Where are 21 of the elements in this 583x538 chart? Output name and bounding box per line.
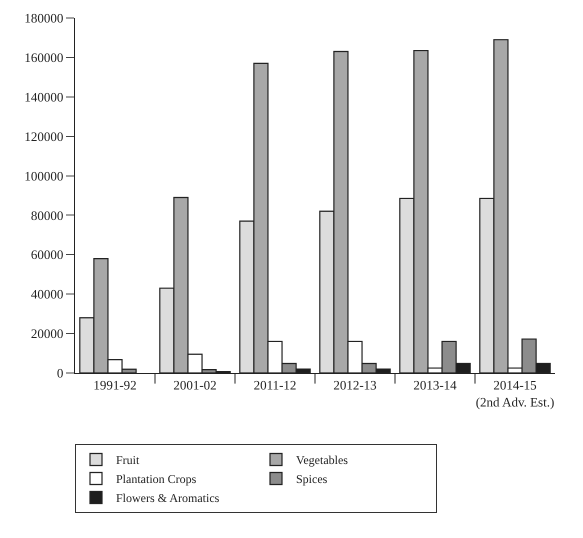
legend-label: Fruit — [116, 453, 140, 468]
y-tick-label: 20000 — [30, 326, 64, 342]
y-tick-label: 140000 — [24, 89, 64, 104]
x-tick-label: 2012-13 — [333, 378, 377, 393]
x-tick-label: 1991-92 — [93, 378, 137, 393]
x-tick-label: 2001-02 — [173, 378, 217, 393]
y-tick-label: 100000 — [24, 168, 64, 184]
x-tick-label: 2011-12 — [254, 378, 296, 393]
x-tick-label: 2013-14 — [413, 378, 458, 393]
legend-label: Vegetables — [296, 453, 348, 468]
y-tick-label: 40000 — [30, 286, 64, 302]
y-tick-label: 80000 — [30, 208, 64, 223]
y-tick-label: 160000 — [24, 50, 64, 65]
legend-label: Spices — [296, 472, 328, 486]
y-tick-label: 120000 — [24, 128, 64, 144]
y-tick-label: 60000 — [30, 247, 64, 262]
legend-label: Plantation Crops — [116, 472, 197, 486]
y-tick-label: 180000 — [24, 10, 64, 26]
x-tick-label: 2014-15 (2nd Adv. Est.) — [476, 378, 554, 410]
legend-label: Flowers & Aromatics — [116, 491, 220, 506]
y-tick-label: 0 — [56, 366, 64, 381]
